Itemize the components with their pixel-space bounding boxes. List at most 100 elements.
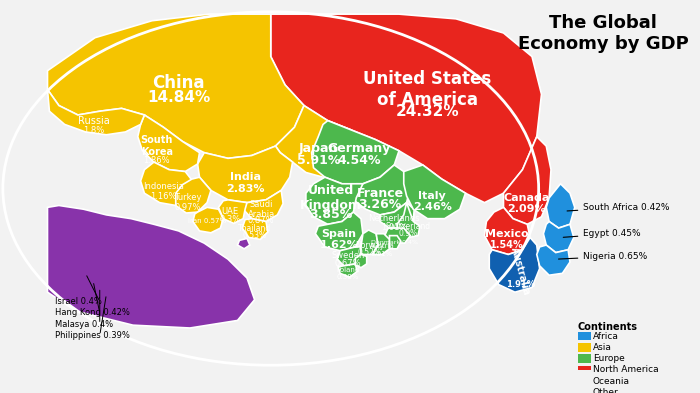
Text: China: China <box>153 74 205 92</box>
Text: Austria: Austria <box>370 243 394 249</box>
Polygon shape <box>138 115 200 171</box>
Text: South Africa 0.42%: South Africa 0.42% <box>567 203 670 212</box>
Bar <box>578 377 591 386</box>
Bar <box>578 343 591 352</box>
Text: Oceania: Oceania <box>593 377 630 386</box>
Polygon shape <box>361 230 378 255</box>
Text: 2.09%: 2.09% <box>507 204 545 214</box>
Text: 3.26%: 3.26% <box>358 198 402 211</box>
Polygon shape <box>176 177 211 213</box>
Text: 0.38%: 0.38% <box>337 274 359 280</box>
Text: Hang Kong 0.42%: Hang Kong 0.42% <box>55 309 130 318</box>
Text: Italy: Italy <box>419 191 446 201</box>
Text: 0.51%: 0.51% <box>371 250 393 257</box>
Text: Saudi
Arabia: Saudi Arabia <box>248 200 275 219</box>
Text: Denmark 0.4%: Denmark 0.4% <box>371 240 418 245</box>
Polygon shape <box>389 236 401 249</box>
Text: 2.46%: 2.46% <box>413 202 452 212</box>
Text: 1.62%: 1.62% <box>320 240 358 250</box>
Text: 1.91%: 1.91% <box>506 280 536 289</box>
Text: 0.53%: 0.53% <box>242 231 267 240</box>
Polygon shape <box>316 212 363 251</box>
Polygon shape <box>48 90 144 135</box>
Polygon shape <box>276 106 361 177</box>
Text: Iran 0.57%: Iran 0.57% <box>188 219 226 224</box>
Text: Thailand: Thailand <box>238 224 271 233</box>
Polygon shape <box>380 203 414 228</box>
Text: 0.9%: 0.9% <box>399 229 418 238</box>
Polygon shape <box>141 162 195 206</box>
Text: India: India <box>230 172 260 182</box>
Polygon shape <box>48 206 255 328</box>
Polygon shape <box>489 237 540 292</box>
Text: Africa: Africa <box>593 332 619 340</box>
Text: UAE: UAE <box>221 207 239 216</box>
Text: 0.3%: 0.3% <box>219 215 241 224</box>
Polygon shape <box>242 219 268 239</box>
Text: Spain: Spain <box>321 229 356 239</box>
Polygon shape <box>197 146 293 203</box>
Text: Nigeria 0.65%: Nigeria 0.65% <box>559 252 648 261</box>
Bar <box>578 354 591 363</box>
Text: Norway: Norway <box>355 241 384 250</box>
Polygon shape <box>546 184 575 228</box>
Polygon shape <box>306 177 363 224</box>
Text: The Global
Economy by GDP: The Global Economy by GDP <box>518 14 689 53</box>
Text: Switzerland: Switzerland <box>386 222 431 231</box>
Polygon shape <box>193 208 223 233</box>
Text: Netherlands: Netherlands <box>368 214 420 223</box>
Text: United States
of America: United States of America <box>363 70 491 109</box>
Polygon shape <box>385 228 410 243</box>
Polygon shape <box>337 247 361 266</box>
Polygon shape <box>271 14 542 203</box>
Polygon shape <box>237 239 250 249</box>
Text: Europe: Europe <box>593 354 624 363</box>
Text: Mexico: Mexico <box>486 229 529 239</box>
Text: Other: Other <box>593 388 619 393</box>
Polygon shape <box>404 165 466 219</box>
Bar <box>578 332 591 340</box>
Bar <box>578 388 591 393</box>
Text: Indonesia: Indonesia <box>143 182 184 191</box>
Text: 5.91%: 5.91% <box>297 154 340 167</box>
Polygon shape <box>218 200 247 223</box>
Text: Poland: Poland <box>336 268 359 274</box>
Text: United
Kingdom: United Kingdom <box>300 184 361 212</box>
Text: South
Korea: South Korea <box>141 135 173 157</box>
Polygon shape <box>312 121 399 184</box>
Text: 24.32%: 24.32% <box>395 104 459 119</box>
Polygon shape <box>349 165 410 215</box>
Polygon shape <box>48 14 304 158</box>
Text: 1.86%: 1.86% <box>144 156 170 165</box>
Text: Australia: Australia <box>510 246 532 297</box>
Bar <box>578 366 591 374</box>
Text: 1.8%: 1.8% <box>83 126 105 134</box>
Polygon shape <box>543 222 574 253</box>
Text: 0.87%: 0.87% <box>248 216 274 225</box>
Text: 14.84%: 14.84% <box>147 90 210 105</box>
Text: Japan: Japan <box>299 142 338 155</box>
Text: Israel 0.4%: Israel 0.4% <box>55 297 102 306</box>
Text: Turkey: Turkey <box>174 193 202 202</box>
Text: 0.97%: 0.97% <box>175 203 202 212</box>
Text: Germany: Germany <box>328 142 391 155</box>
Text: North America: North America <box>593 365 659 375</box>
Polygon shape <box>338 264 357 277</box>
Text: 1.54%: 1.54% <box>491 240 524 250</box>
Text: 3.85%: 3.85% <box>309 208 352 221</box>
Text: 0.67%: 0.67% <box>335 259 361 268</box>
Polygon shape <box>484 208 530 255</box>
Polygon shape <box>397 203 420 237</box>
Text: 4.54%: 4.54% <box>337 154 381 167</box>
Text: Russia: Russia <box>78 116 110 126</box>
Text: Asia: Asia <box>593 343 612 352</box>
Text: Canada: Canada <box>503 193 550 203</box>
Text: 1.01%: 1.01% <box>381 223 407 231</box>
Text: France: France <box>356 187 404 200</box>
Text: 1.16%: 1.16% <box>150 191 176 200</box>
Polygon shape <box>537 245 570 275</box>
Text: 0.52%: 0.52% <box>358 248 382 257</box>
Polygon shape <box>503 137 551 224</box>
Polygon shape <box>372 234 389 255</box>
Polygon shape <box>243 190 283 222</box>
